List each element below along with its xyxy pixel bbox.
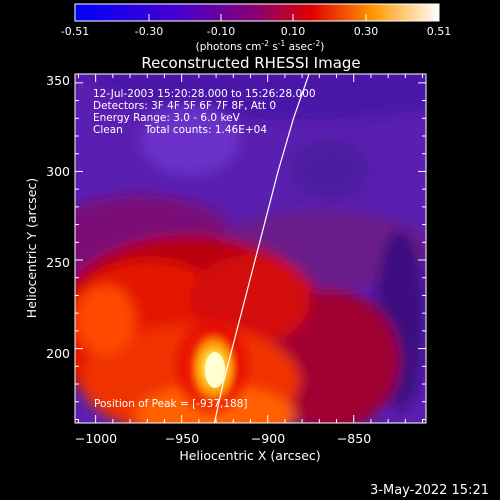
x-tick-label: −850 (337, 431, 371, 446)
info-annotation: 12-Jul-2003 15:20:28.000 to 15:26:28.000… (93, 88, 316, 136)
x-tick-label: −950 (165, 431, 199, 446)
y-tick-label: 300 (46, 164, 70, 179)
colorbar-unit-label: (photons cm-2 s-1 asec-2) (196, 39, 325, 53)
info-line-clean: Clean (93, 124, 123, 136)
colorbar-tick-label: 0.10 (281, 25, 306, 38)
info-line: 12-Jul-2003 15:20:28.000 to 15:26:28.000 (93, 88, 316, 100)
x-tick-label: −900 (251, 431, 285, 446)
y-axis-label: Heliocentric Y (arcsec) (24, 178, 39, 318)
colorbar-tick-label: 0.30 (354, 25, 379, 38)
y-tick-label: 200 (46, 346, 70, 361)
colorbar-ticks (74, 14, 440, 21)
axis-ticks (75, 74, 426, 423)
peak-position-label: Position of Peak = [-937,188] (94, 398, 248, 410)
y-tick-label: 350 (46, 73, 70, 88)
y-tick-label: 250 (46, 255, 70, 270)
colorbar-tick-label: -0.10 (207, 25, 235, 38)
x-tick-label: −1000 (75, 431, 117, 446)
colorbar-tick-label: -0.51 (61, 25, 89, 38)
info-line: Energy Range: 3.0 - 6.0 keV (93, 112, 241, 124)
info-line-total-counts: Total counts: 1.46E+04 (144, 124, 267, 136)
solar-limb-curve (213, 74, 310, 423)
footer-date: 3-May-2022 15:21 (370, 483, 489, 498)
colorbar-tick-label: 0.51 (427, 25, 452, 38)
colorbar-tick-label: -0.30 (135, 25, 163, 38)
x-axis-label: Heliocentric X (arcsec) (179, 448, 320, 463)
heatmap-image (75, 74, 426, 423)
info-line: Detectors: 3F 4F 5F 6F 7F 8F, Att 0 (93, 100, 276, 112)
colorbar (74, 3, 440, 22)
chart-title: Reconstructed RHESSI Image (141, 54, 360, 72)
